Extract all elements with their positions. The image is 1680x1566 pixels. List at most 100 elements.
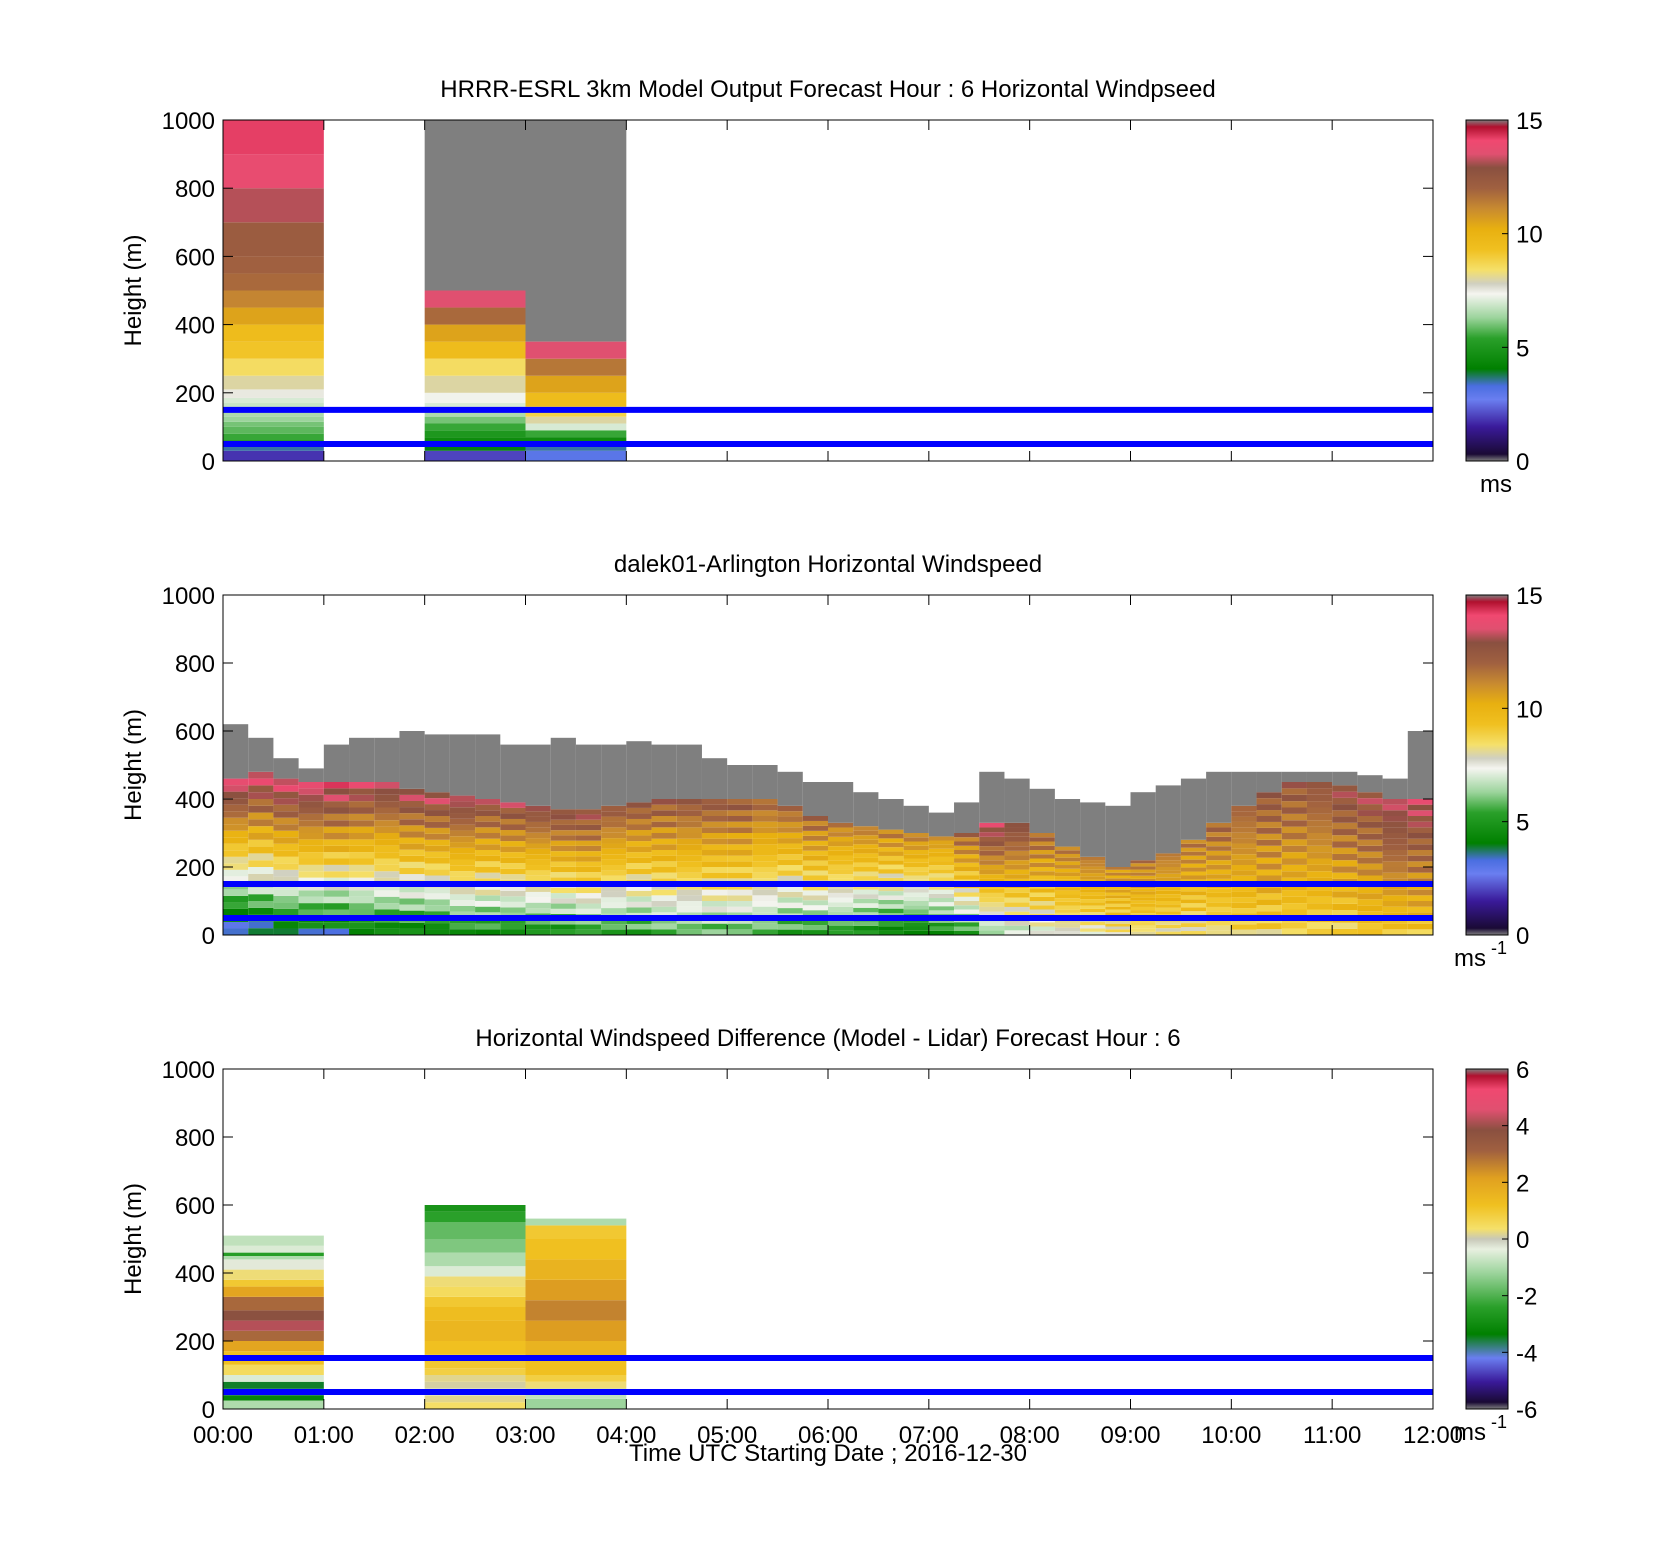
y-tick-label: 0 — [202, 449, 215, 476]
heatmap-cell — [298, 833, 324, 840]
heatmap-cell — [903, 909, 929, 914]
heatmap-cell — [525, 1259, 627, 1280]
heatmap-cell — [601, 929, 627, 935]
heatmap-cell — [273, 798, 299, 805]
heatmap-cell — [525, 1320, 627, 1341]
missing-data-cell — [424, 120, 526, 291]
heatmap-cell — [1281, 884, 1307, 891]
heatmap-cell — [1407, 838, 1433, 845]
heatmap-cell — [1407, 827, 1433, 833]
heatmap-cell — [1029, 922, 1055, 927]
heatmap-cell — [1357, 827, 1383, 834]
heatmap-cell — [626, 824, 652, 831]
heatmap-cell — [1281, 788, 1307, 795]
heatmap-cell — [424, 845, 450, 852]
heatmap-cell — [601, 902, 627, 909]
heatmap-cell — [1357, 798, 1383, 805]
heatmap-cell — [752, 923, 778, 930]
heatmap-cell — [1004, 860, 1030, 865]
heatmap-cell — [828, 888, 854, 893]
heatmap-cell — [676, 929, 702, 935]
heatmap-cell — [777, 859, 803, 866]
heatmap-cell — [1155, 853, 1181, 857]
data-column — [223, 1235, 324, 1409]
heatmap-cell — [752, 827, 778, 833]
heatmap-cell — [853, 867, 879, 872]
heatmap-cell — [399, 922, 425, 929]
heatmap-cell — [525, 450, 627, 461]
heatmap-cell — [575, 924, 602, 930]
heatmap-cell — [1306, 839, 1333, 846]
heatmap-cell — [828, 906, 854, 912]
heatmap-cell — [298, 877, 324, 884]
heatmap-cell — [651, 799, 677, 805]
heatmap-cell — [626, 835, 652, 842]
heatmap-cell — [928, 856, 955, 862]
heatmap-cell — [223, 421, 324, 427]
colorbar-tick-label: 15 — [1516, 583, 1543, 610]
heatmap-cell — [1080, 895, 1106, 900]
heatmap-cell — [550, 830, 576, 836]
heatmap-cell — [1105, 929, 1131, 933]
heatmap-cell — [1206, 869, 1232, 875]
heatmap-cell — [223, 1256, 324, 1260]
x-axis-label: Time UTC Starting Date ; 2016-12-30 — [629, 1440, 1027, 1467]
heatmap-cell — [828, 874, 854, 879]
heatmap-cell — [979, 930, 1005, 935]
heatmap-cell — [701, 855, 728, 862]
heatmap-cell — [701, 923, 728, 930]
heatmap-cell — [273, 869, 299, 877]
heatmap-cell — [374, 845, 400, 853]
heatmap-cell — [449, 824, 476, 831]
heatmap-cell — [1281, 820, 1307, 827]
heatmap-cell — [424, 392, 526, 404]
heatmap-cell — [878, 860, 904, 865]
heatmap-cell — [1306, 807, 1333, 814]
heatmap-cell — [223, 1395, 324, 1401]
heatmap-cell — [223, 791, 249, 799]
heatmap-cell — [727, 810, 753, 816]
heatmap-cell — [298, 852, 324, 859]
heatmap-cell — [1231, 918, 1257, 925]
heatmap-cell — [1130, 913, 1156, 917]
heatmap-cell — [575, 845, 602, 852]
heatmap-cell — [349, 801, 375, 808]
heatmap-cell — [575, 903, 602, 909]
heatmap-cell — [727, 838, 753, 845]
heatmap-cell — [525, 437, 627, 444]
missing-data-cell — [626, 741, 652, 803]
heatmap-cell — [424, 929, 450, 935]
heatmap-cell — [298, 890, 324, 897]
y-axis-label: Height (m) — [120, 709, 147, 821]
heatmap-cell — [701, 872, 728, 879]
heatmap-cell — [1407, 889, 1433, 896]
heatmap-cell — [979, 836, 1005, 842]
heatmap-cell — [601, 805, 627, 812]
heatmap-cell — [1180, 871, 1207, 876]
heatmap-cell — [928, 926, 955, 931]
heatmap-cell — [1054, 868, 1081, 873]
heatmap-cell — [1357, 875, 1383, 882]
heatmap-cell — [1206, 822, 1232, 828]
heatmap-cell — [651, 895, 677, 901]
heatmap-cell — [979, 860, 1005, 865]
heatmap-cell — [1206, 902, 1232, 907]
colorbar-tick-label: 15 — [1516, 108, 1543, 135]
heatmap-cell — [349, 909, 375, 916]
heatmap-cell — [424, 375, 526, 393]
heatmap-cell — [1357, 857, 1383, 864]
heatmap-cell — [525, 1381, 627, 1389]
heatmap-cell — [500, 818, 526, 825]
heatmap-cell — [1281, 852, 1307, 859]
heatmap-cell — [273, 856, 299, 864]
y-tick-label: 400 — [175, 313, 215, 340]
heatmap-cell — [374, 839, 400, 846]
heatmap-cell — [449, 865, 476, 872]
heatmap-cell — [374, 794, 400, 802]
heatmap-cell — [954, 905, 980, 910]
missing-data-cell — [273, 758, 299, 779]
heatmap-cell — [1306, 922, 1333, 929]
heatmap-cell — [928, 902, 955, 907]
heatmap-cell — [701, 895, 728, 901]
heatmap-layer — [223, 120, 1433, 1409]
